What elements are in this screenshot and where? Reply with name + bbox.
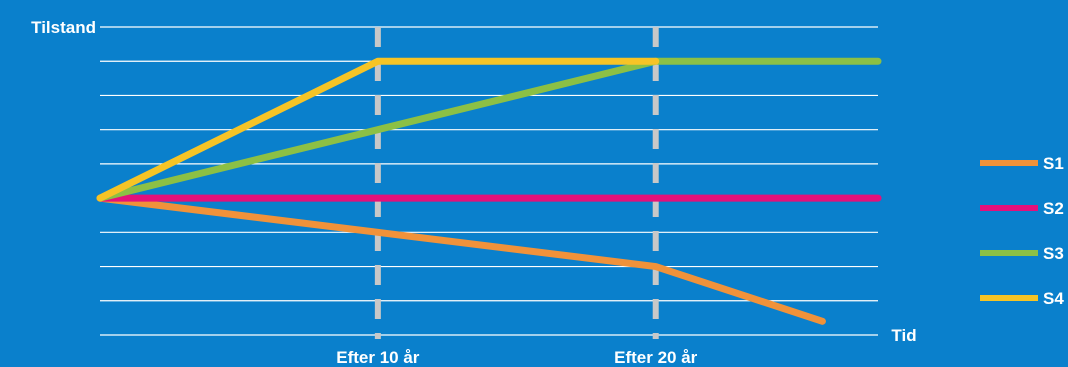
x-tick-label: Efter 10 år [336,348,420,367]
legend: S1 S2 S3 S4 [980,154,1064,308]
legend-label-s3: S3 [1043,244,1064,263]
series-lines [96,57,882,325]
series-line-s1 [96,194,826,325]
x-axis-label: Tid [891,326,916,345]
legend-label-s2: S2 [1043,199,1064,218]
series-line-s4 [96,57,660,202]
series-line-s3 [96,57,882,202]
time-markers [374,27,659,339]
grid-lines [100,26,878,336]
x-tick-labels: Efter 10 år Efter 20 år [336,348,697,367]
legend-label-s1: S1 [1043,154,1064,173]
x-tick-label: Efter 20 år [614,348,698,367]
y-axis-label: Tilstand [31,18,96,37]
legend-label-s4: S4 [1043,289,1064,308]
